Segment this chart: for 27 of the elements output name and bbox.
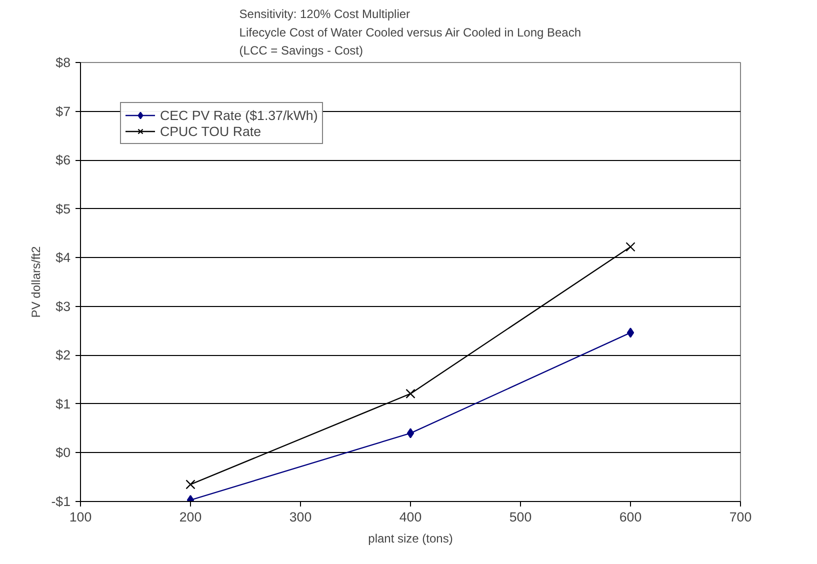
point — [406, 428, 414, 438]
point — [186, 480, 196, 490]
x-tick-label: 400 — [399, 510, 422, 524]
y-tick-label: $5 — [56, 201, 71, 216]
y-tick-label: $4 — [56, 250, 72, 266]
point — [626, 328, 634, 338]
y-tick-label: $0 — [56, 445, 71, 460]
x-tick-label: 200 — [179, 510, 202, 524]
y-tick-label: $6 — [56, 152, 71, 168]
legend-label: CEC PV Rate ($1.37/kWh) — [160, 107, 318, 123]
x-tick-label: 600 — [619, 510, 642, 524]
x-tick-label: 300 — [289, 510, 312, 524]
chart-title: Sensitivity: 120% Cost Multiplier Lifecycle Cost of Water Cooled versus Air Cooled in Long Beach (LCC = Savings - Cost) — [239, 7, 582, 58]
y-tick-label: $7 — [56, 104, 71, 119]
point — [406, 388, 416, 399]
y-tick-label: -$1 — [51, 494, 70, 509]
y-tick-label: $2 — [56, 348, 71, 363]
x-tick-label: 100 — [69, 510, 92, 524]
x-tick-label: 700 — [729, 510, 752, 524]
x-tick-label: 500 — [509, 510, 532, 524]
y-tick-label: $1 — [56, 396, 71, 412]
y-axis-title: PV dollars/ft2 — [29, 246, 44, 318]
y-tick-label: $3 — [56, 298, 71, 314]
point — [626, 242, 636, 252]
y-tick-label: $8 — [56, 55, 71, 70]
legend-label: CPUC TOU Rate — [160, 123, 261, 139]
x-axis-title: plant size (tons) — [368, 532, 453, 546]
